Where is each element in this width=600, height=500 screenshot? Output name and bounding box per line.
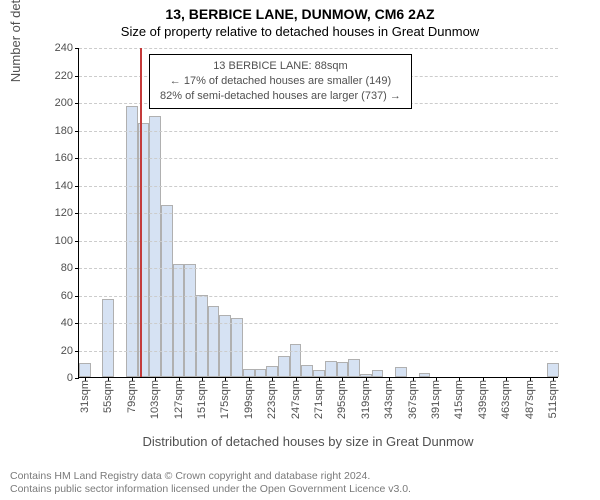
gridline [79,268,558,269]
gridline [79,213,558,214]
credits-line-1: Contains HM Land Registry data © Crown c… [10,470,411,483]
page-subtitle: Size of property relative to detached ho… [0,22,600,39]
xtick-label: 127sqm [173,380,185,419]
ytick-label: 140 [55,180,79,192]
bar [547,363,559,377]
xtick-label: 31sqm [79,380,91,413]
ytick-label: 240 [55,42,79,54]
bar [372,370,384,377]
x-axis-label: Distribution of detached houses by size … [48,434,568,449]
ytick-label: 200 [55,97,79,109]
xtick-label: 463sqm [500,380,512,419]
xtick-label: 79sqm [126,380,138,413]
gridline [79,241,558,242]
ytick-label: 20 [61,345,79,357]
gridline [79,131,558,132]
bar [196,295,208,378]
xtick-label: 247sqm [290,380,302,419]
marker-line [140,48,142,377]
bar [208,306,220,378]
bar [149,116,161,377]
xtick-label: 271sqm [313,380,325,419]
credits: Contains HM Land Registry data © Crown c… [10,470,411,496]
gridline [79,48,558,49]
bar [395,367,407,377]
ytick-label: 0 [67,372,79,384]
bar [173,264,185,377]
chart: Number of detached properties 13 BERBICE… [48,48,568,418]
xtick-label: 511sqm [547,380,559,418]
ytick-label: 100 [55,235,79,247]
bar [138,123,150,377]
xtick-label: 55sqm [102,380,114,413]
xtick-label: 487sqm [524,380,536,419]
page-title: 13, BERBICE LANE, DUNMOW, CM6 2AZ [0,0,600,22]
legend-box: 13 BERBICE LANE: 88sqm ← 17% of detached… [149,54,412,109]
xtick-label: 199sqm [243,380,255,419]
gridline [79,296,558,297]
bar [348,359,360,377]
xtick-label: 367sqm [407,380,419,419]
xtick-label: 223sqm [266,380,278,419]
xtick-label: 175sqm [219,380,231,419]
bar [313,370,325,377]
bar [255,369,267,377]
plot-area: 13 BERBICE LANE: 88sqm ← 17% of detached… [78,48,558,378]
bar [266,366,278,377]
bar [325,361,337,378]
ytick-label: 60 [61,290,79,302]
ytick-label: 220 [55,70,79,82]
bar [243,369,255,377]
ytick-label: 160 [55,152,79,164]
gridline [79,323,558,324]
bar [184,264,196,377]
bar [102,299,114,377]
gridline [79,186,558,187]
ytick-label: 40 [61,317,79,329]
ytick-label: 80 [61,262,79,274]
bar [219,315,231,377]
xtick-label: 391sqm [430,380,442,419]
bar [290,344,302,377]
xtick-label: 343sqm [383,380,395,419]
xtick-label: 439sqm [477,380,489,419]
bar [278,356,290,377]
bar [126,106,138,377]
xtick-label: 295sqm [336,380,348,419]
bar [79,363,91,377]
legend-line-1: 13 BERBICE LANE: 88sqm [160,59,401,74]
xtick-label: 151sqm [196,380,208,419]
bar [231,318,243,377]
gridline [79,158,558,159]
y-axis-label: Number of detached properties [8,0,23,68]
bar [419,373,431,377]
xtick-label: 103sqm [149,380,161,419]
legend-line-3: 82% of semi-detached houses are larger (… [160,89,401,104]
ytick-label: 180 [55,125,79,137]
xtick-label: 415sqm [453,380,465,419]
credits-line-2: Contains public sector information licen… [10,483,411,496]
page: 13, BERBICE LANE, DUNMOW, CM6 2AZ Size o… [0,0,600,500]
legend-line-2: ← 17% of detached houses are smaller (14… [160,74,401,89]
bar [301,365,313,377]
xtick-label: 319sqm [360,380,372,419]
ytick-label: 120 [55,207,79,219]
gridline [79,351,558,352]
bar [337,362,349,377]
